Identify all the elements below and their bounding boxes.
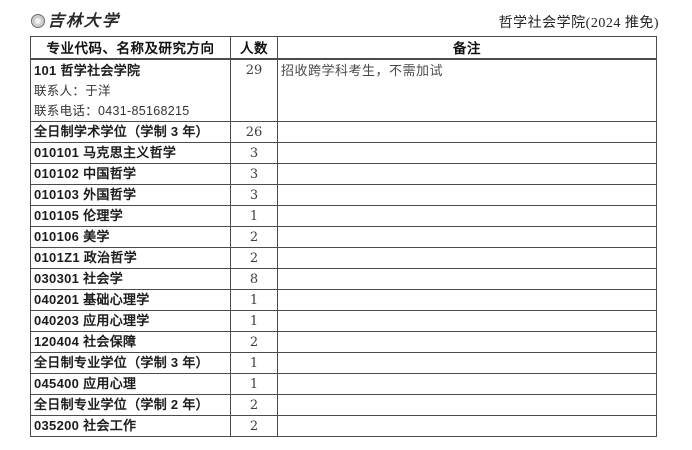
table-row: 010102 中国哲学 3 [30, 163, 657, 185]
program-name-cell: 030301 社会学 [30, 268, 231, 290]
column-header-remark: 备注 [277, 36, 657, 60]
remark-cell [277, 226, 657, 248]
university-name: 吉林大学 [47, 11, 121, 30]
remark-cell [277, 415, 657, 437]
count-cell: 1 [230, 352, 278, 374]
university-seal-icon [31, 14, 45, 28]
table-row: 035200 社会工作 2 [30, 415, 657, 437]
count-cell: 1 [230, 205, 278, 227]
remark-cell [277, 247, 657, 269]
program-code-line: 120404 社会保障 [34, 334, 137, 349]
remark-cell [277, 310, 657, 332]
program-name-cell: 010102 中国哲学 [30, 163, 231, 185]
count-cell: 26 [230, 121, 278, 143]
count-cell: 3 [230, 142, 278, 164]
program-code-line: 全日制学术学位（学制 3 年） [34, 124, 209, 139]
college-year-title: 哲学社会学院(2024 推免) [498, 16, 659, 31]
count-cell: 29 [230, 58, 278, 122]
table-row: 040203 应用心理学 1 [30, 310, 657, 332]
program-name-cell: 全日制学术学位（学制 3 年） [30, 121, 231, 143]
program-code-line: 045400 应用心理 [34, 376, 137, 391]
program-name-cell: 010106 美学 [30, 226, 231, 248]
program-name-cell: 120404 社会保障 [30, 331, 231, 353]
table-row: 全日制专业学位（学制 2 年） 2 [30, 394, 657, 416]
count-cell: 1 [230, 289, 278, 311]
program-name-cell: 045400 应用心理 [30, 373, 231, 395]
table-row: 全日制专业学位（学制 3 年） 1 [30, 352, 657, 374]
table-row: 120404 社会保障 2 [30, 331, 657, 353]
table-body: 101 哲学社会学院 联系人：于洋 联系电话：0431-85168215 29 招收跨学… [30, 58, 657, 437]
program-name-cell: 010105 伦理学 [30, 205, 231, 227]
program-code-line: 040203 应用心理学 [34, 313, 150, 328]
count-cell: 2 [230, 247, 278, 269]
count-cell: 2 [230, 226, 278, 248]
table-row: 101 哲学社会学院 联系人：于洋 联系电话：0431-85168215 29 招收跨学… [30, 58, 657, 122]
remark-cell [277, 373, 657, 395]
table-row: 010105 伦理学 1 [30, 205, 657, 227]
program-name-cell: 010101 马克思主义哲学 [30, 142, 231, 164]
program-code-line: 035200 社会工作 [34, 418, 137, 433]
program-code-line: 010101 马克思主义哲学 [34, 145, 177, 160]
program-name-cell: 0101Z1 政治哲学 [30, 247, 231, 269]
program-code-line: 101 哲学社会学院 [34, 62, 141, 78]
remark-cell [277, 268, 657, 290]
remark-cell [277, 163, 657, 185]
program-code-line: 030301 社会学 [34, 271, 123, 286]
program-code-line: 全日制专业学位（学制 3 年） [34, 355, 209, 370]
count-cell: 2 [230, 331, 278, 353]
remark-cell [277, 394, 657, 416]
program-code-line: 010106 美学 [34, 229, 110, 244]
program-code-line: 010102 中国哲学 [34, 166, 137, 181]
remark-cell [277, 331, 657, 353]
remark-cell [277, 352, 657, 374]
count-cell: 1 [230, 310, 278, 332]
count-cell: 8 [230, 268, 278, 290]
count-cell: 3 [230, 184, 278, 206]
program-code-line: 040201 基础心理学 [34, 292, 150, 307]
table-row: 040201 基础心理学 1 [30, 289, 657, 311]
count-cell: 2 [230, 415, 278, 437]
university-logo: 吉林大学 [31, 11, 121, 30]
column-header-count: 人数 [230, 36, 278, 60]
table-row: 030301 社会学 8 [30, 268, 657, 290]
remark-cell [277, 121, 657, 143]
program-name-cell: 035200 社会工作 [30, 415, 231, 437]
remark-cell [277, 205, 657, 227]
remark-cell [277, 289, 657, 311]
program-name-cell: 040203 应用心理学 [30, 310, 231, 332]
remark-cell [277, 184, 657, 206]
contact-line: 联系电话：0431-85168215 [34, 103, 190, 118]
table-row: 045400 应用心理 1 [30, 373, 657, 395]
program-name-cell: 全日制专业学位（学制 2 年） [30, 394, 231, 416]
remark-cell: 招收跨学科考生，不需加试 [277, 58, 657, 122]
contact-line: 联系人：于洋 [34, 83, 111, 98]
program-code-line: 0101Z1 政治哲学 [34, 250, 138, 265]
program-name-cell: 010103 外国哲学 [30, 184, 231, 206]
table-row: 010101 马克思主义哲学 3 [30, 142, 657, 164]
table-row: 全日制学术学位（学制 3 年） 26 [30, 121, 657, 143]
program-code-line: 010105 伦理学 [34, 208, 123, 223]
table-row: 010103 外国哲学 3 [30, 184, 657, 206]
program-code-line: 010103 外国哲学 [34, 187, 137, 202]
count-cell: 1 [230, 373, 278, 395]
program-code-line: 全日制专业学位（学制 2 年） [34, 397, 209, 412]
admission-quota-table: 专业代码、名称及研究方向 人数 备注 101 哲学社会学院 联系人：于洋联系电话：… [30, 36, 657, 437]
table-row: 0101Z1 政治哲学 2 [30, 247, 657, 269]
program-name-cell: 040201 基础心理学 [30, 289, 231, 311]
count-cell: 3 [230, 163, 278, 185]
program-name-cell: 101 哲学社会学院 联系人：于洋联系电话：0431-85168215 [30, 58, 231, 122]
table-row: 010106 美学 2 [30, 226, 657, 248]
program-name-cell: 全日制专业学位（学制 3 年） [30, 352, 231, 374]
column-header-program: 专业代码、名称及研究方向 [30, 36, 231, 60]
remark-cell [277, 142, 657, 164]
table-header-row: 专业代码、名称及研究方向 人数 备注 [30, 36, 657, 60]
count-cell: 2 [230, 394, 278, 416]
